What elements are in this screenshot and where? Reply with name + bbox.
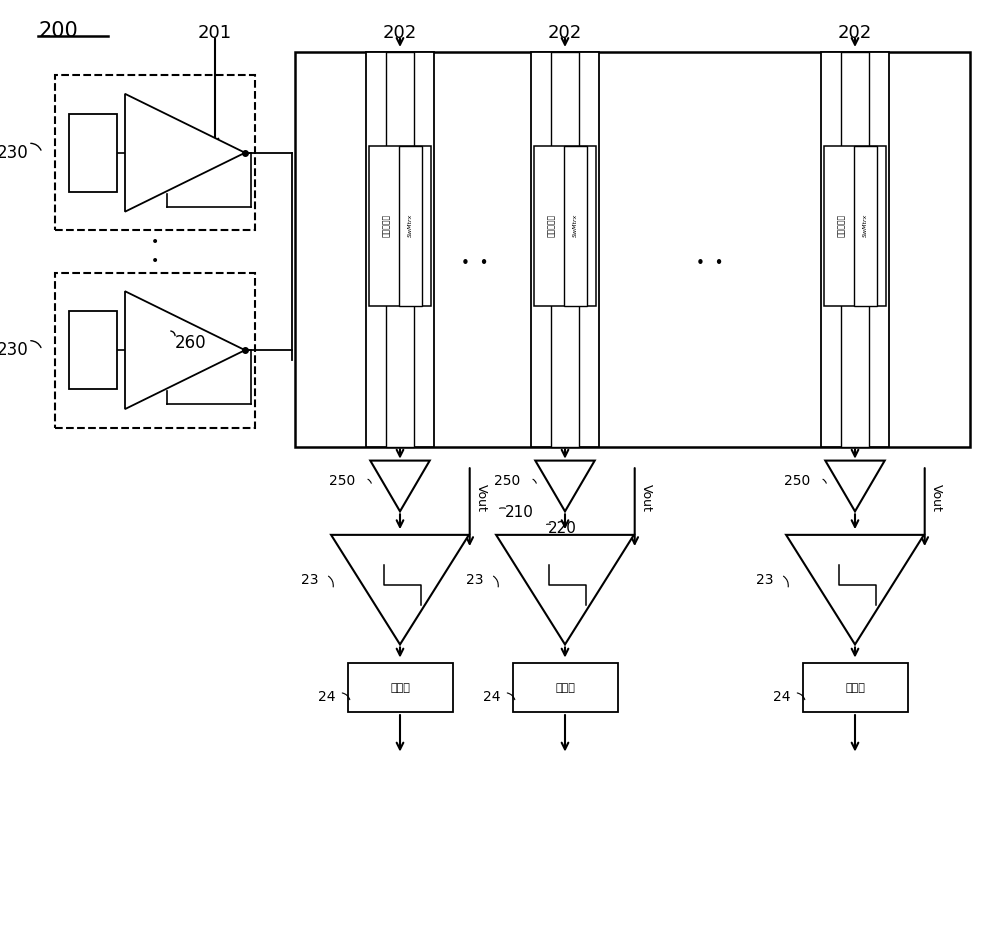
Text: 230: 230 [0,144,28,162]
Text: 计数器: 计数器 [555,682,575,693]
Bar [531,52,599,446]
Bar [512,664,618,713]
Text: 电阵器网络: 电阵器网络 [837,214,846,237]
Text: SwMtrx: SwMtrx [863,214,868,237]
Text: 210: 210 [505,505,534,520]
Bar [854,146,877,306]
Bar [824,146,886,306]
Bar [534,146,596,306]
Text: 250: 250 [329,474,355,488]
Text: 260: 260 [175,334,207,352]
Text: 电阵器网络: 电阵器网络 [382,214,391,237]
Bar [55,273,255,428]
Bar [821,52,889,446]
Bar [551,52,579,446]
Text: 250: 250 [494,474,520,488]
Bar [564,146,587,306]
Polygon shape [496,535,634,645]
Bar [841,52,869,446]
Text: 23: 23 [301,572,318,587]
Text: 202: 202 [838,24,872,41]
Polygon shape [125,94,245,212]
Bar [802,664,908,713]
Text: 计数器: 计数器 [845,682,865,693]
Text: Vout: Vout [475,484,488,511]
Polygon shape [535,461,595,511]
Polygon shape [370,461,430,511]
Text: Vout: Vout [640,484,653,511]
Text: 电阵器网络: 电阵器网络 [547,214,556,237]
Bar [386,52,414,446]
Text: 24: 24 [773,691,790,704]
Polygon shape [825,461,885,511]
Text: 202: 202 [383,24,417,41]
Bar [69,114,117,192]
Text: •: • [151,235,159,249]
Text: 202: 202 [548,24,582,41]
Polygon shape [786,535,924,645]
Text: 250: 250 [784,474,810,488]
Bar [369,146,431,306]
Text: 200: 200 [38,21,78,40]
Text: •  •: • • [696,256,724,271]
Polygon shape [331,535,469,645]
Bar [69,311,117,389]
Text: SwMtrx: SwMtrx [573,214,578,237]
Text: Vout: Vout [930,484,943,511]
Text: 201: 201 [198,24,232,41]
Bar [399,146,422,306]
Bar [366,52,434,446]
Text: 23: 23 [756,572,773,587]
Bar [55,75,255,230]
Text: •: • [151,254,159,268]
Text: •  •: • • [461,256,489,271]
Text: SwMtrx: SwMtrx [408,214,413,237]
Text: 23: 23 [466,572,483,587]
Text: 24: 24 [483,691,500,704]
Polygon shape [125,291,245,409]
Bar [295,52,970,446]
Text: 计数器: 计数器 [390,682,410,693]
Text: 24: 24 [318,691,336,704]
Bar [348,664,453,713]
Text: 230: 230 [0,341,28,359]
Text: 220: 220 [548,521,577,536]
